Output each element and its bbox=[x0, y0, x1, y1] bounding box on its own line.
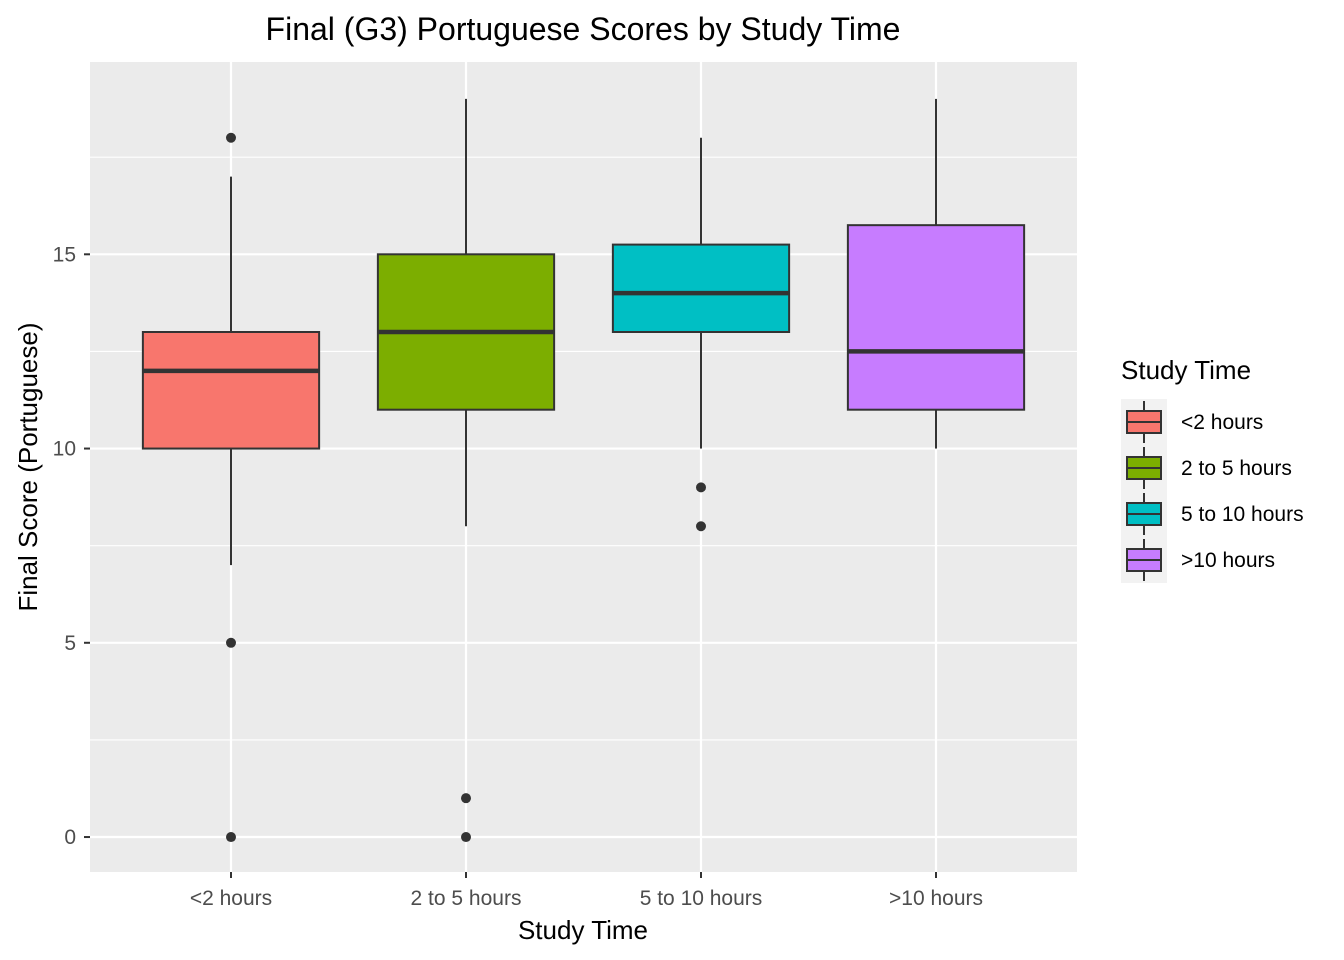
outlier-point bbox=[226, 637, 236, 648]
y-tick-label: 5 bbox=[64, 632, 76, 655]
x-tick-label: >10 hours bbox=[889, 887, 983, 910]
x-tick-label: <2 hours bbox=[190, 887, 272, 910]
legend: Study Time <2 hours 2 to 5 hours 5 to 10 h… bbox=[1121, 355, 1304, 583]
y-axis: 0 5 10 15 bbox=[53, 243, 90, 849]
legend-title: Study Time bbox=[1121, 355, 1251, 385]
outlier-point bbox=[226, 132, 236, 143]
y-axis-title: Final Score (Portuguese) bbox=[13, 322, 43, 611]
box-group bbox=[846, 98, 1026, 449]
box-iqr bbox=[846, 224, 1026, 411]
x-axis: <2 hours 2 to 5 hours 5 to 10 hours >10 hou… bbox=[190, 872, 983, 910]
y-tick-label: 0 bbox=[64, 826, 76, 849]
x-axis-title: Study Time bbox=[518, 915, 648, 945]
box-group bbox=[376, 98, 556, 843]
outlier-point bbox=[461, 793, 471, 804]
outlier-point bbox=[696, 521, 706, 532]
outlier-point bbox=[226, 832, 236, 843]
x-tick-label: 2 to 5 hours bbox=[411, 887, 522, 910]
legend-item-label: >10 hours bbox=[1181, 549, 1275, 572]
outlier-point bbox=[461, 832, 471, 843]
outlier-point bbox=[696, 482, 706, 493]
box-group bbox=[141, 132, 321, 843]
y-tick-label: 15 bbox=[53, 243, 76, 266]
box-series bbox=[141, 98, 1026, 843]
legend-item-label: 2 to 5 hours bbox=[1181, 457, 1292, 480]
box-iqr bbox=[141, 331, 321, 450]
legend-item-label: <2 hours bbox=[1181, 411, 1263, 434]
box-iqr bbox=[611, 243, 791, 334]
y-tick-label: 10 bbox=[53, 438, 76, 461]
x-tick-label: 5 to 10 hours bbox=[640, 887, 763, 910]
box-group bbox=[611, 137, 791, 532]
plot-panel bbox=[90, 62, 1077, 872]
legend-item-label: 5 to 10 hours bbox=[1181, 503, 1304, 526]
chart-title: Final (G3) Portuguese Scores by Study Ti… bbox=[266, 11, 901, 47]
